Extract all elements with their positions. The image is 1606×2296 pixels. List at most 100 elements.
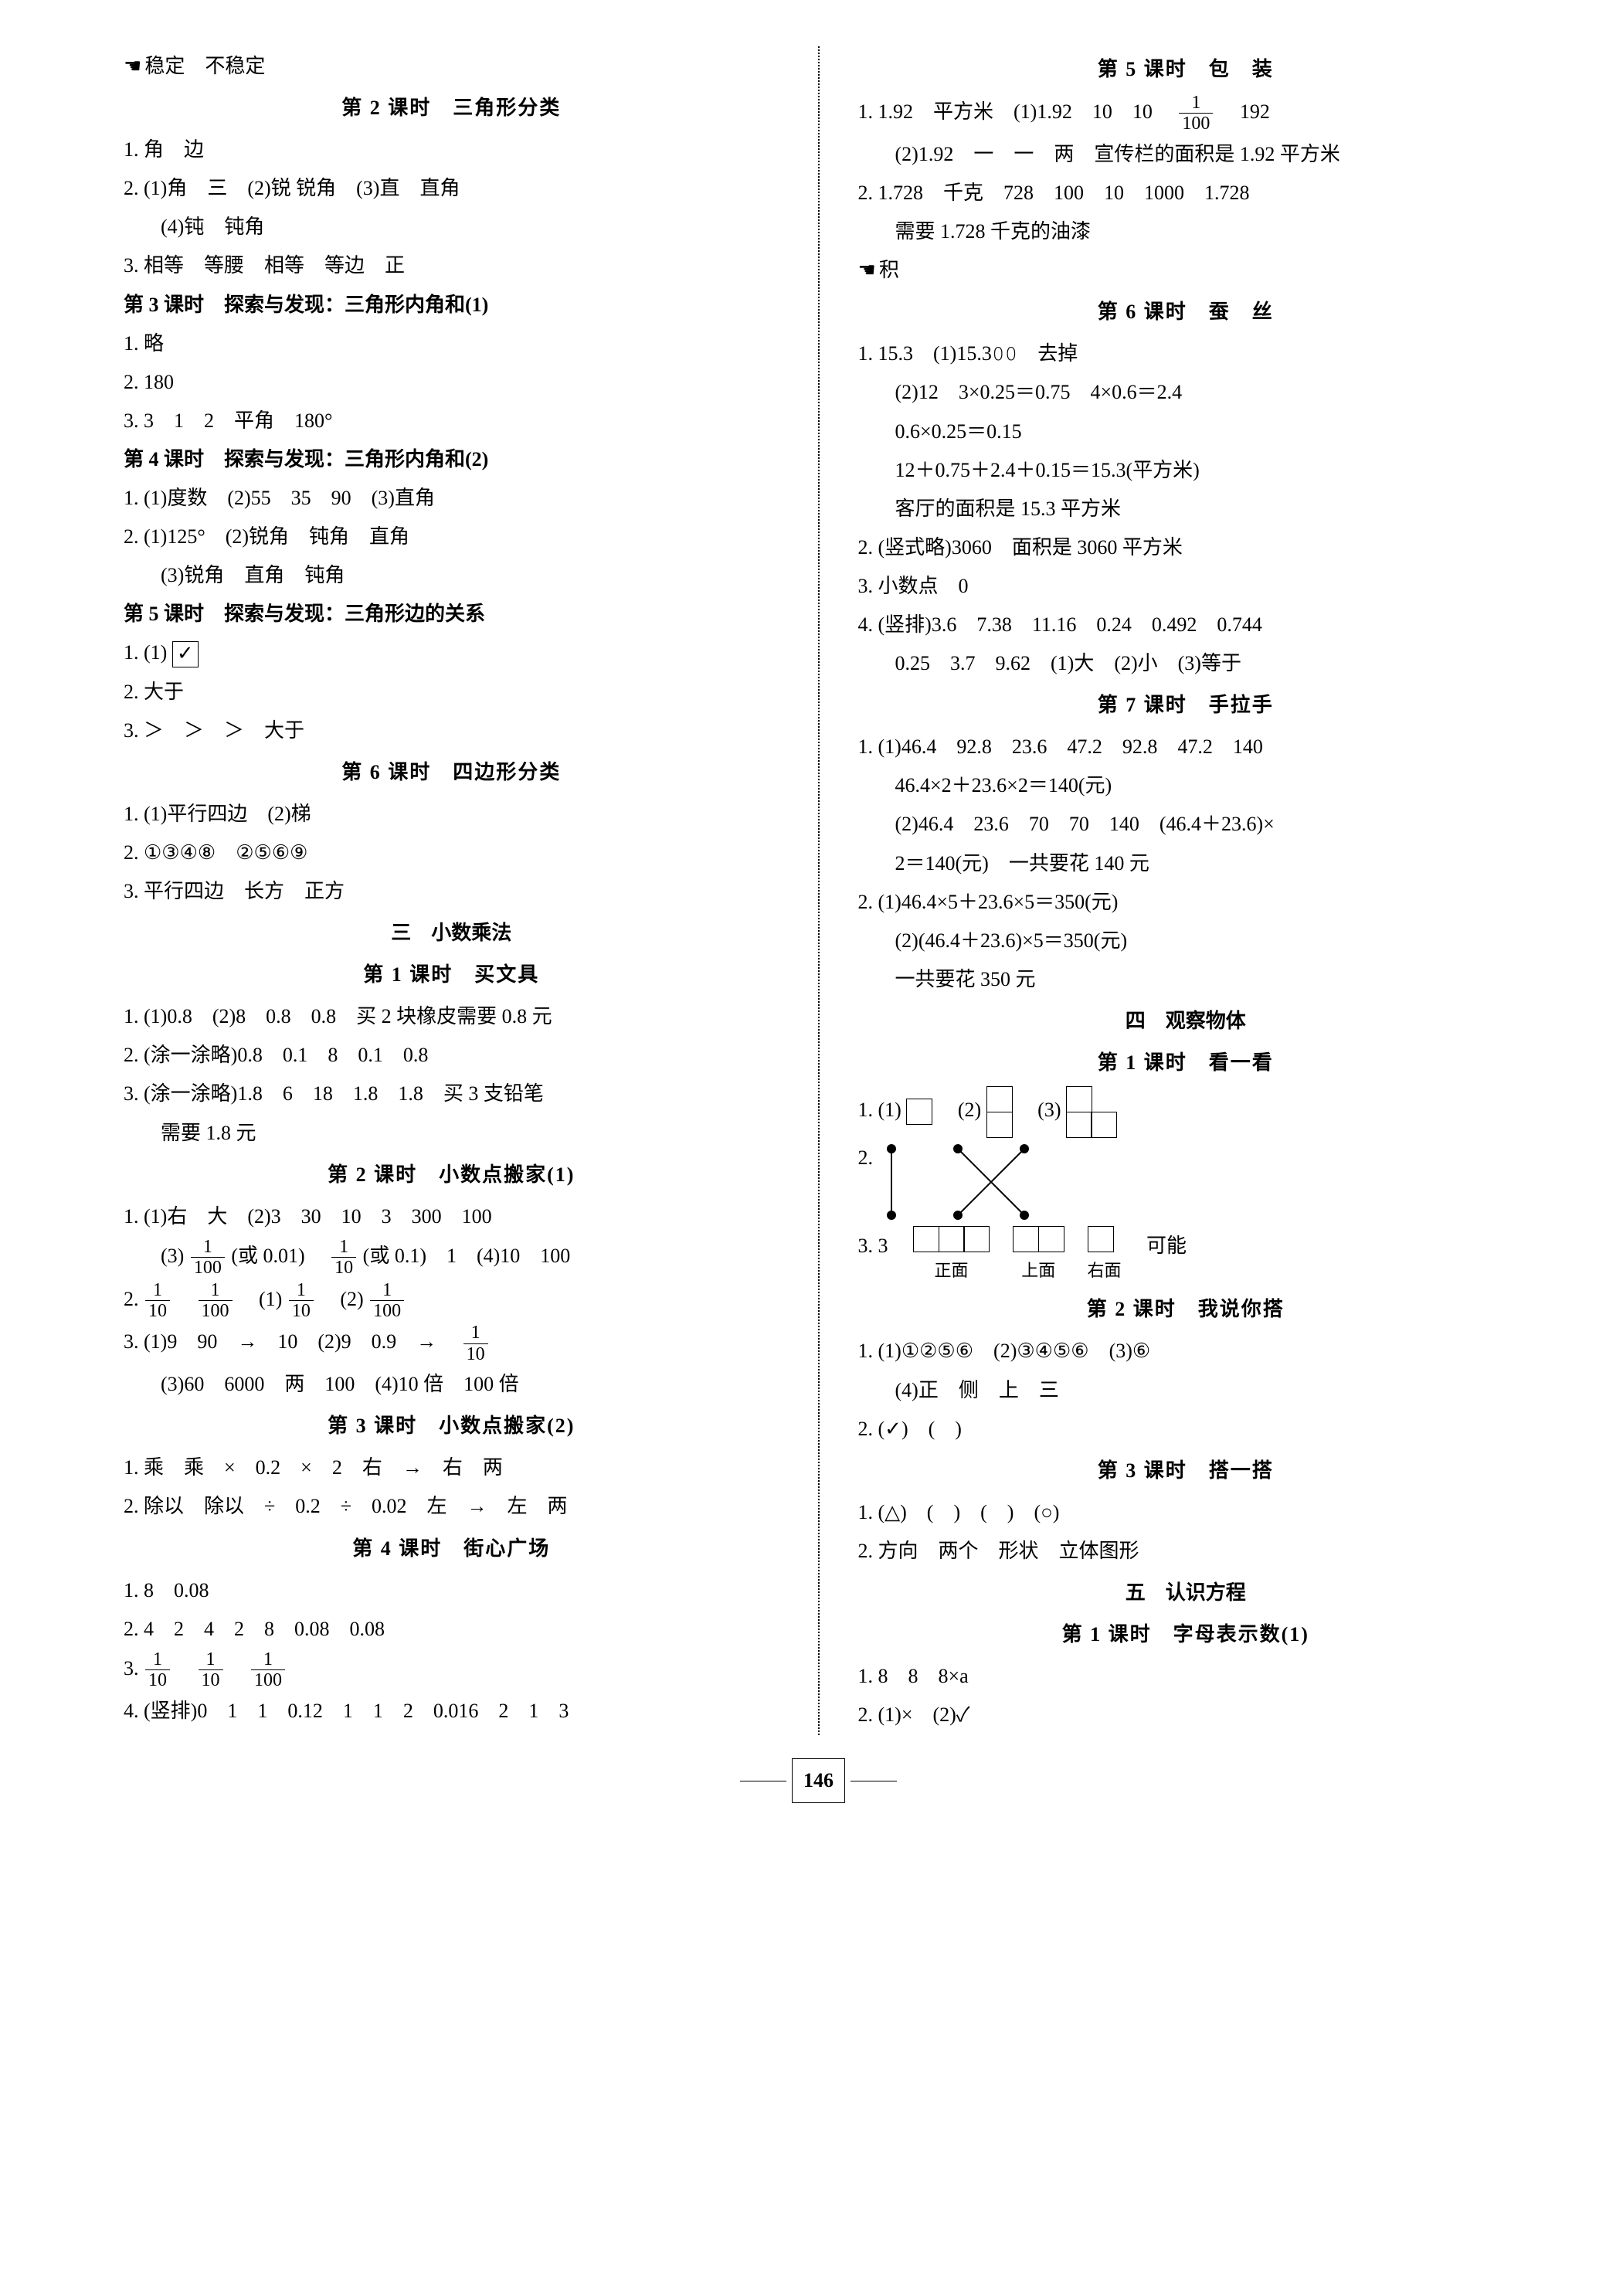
fraction: 110 xyxy=(289,1280,314,1322)
label: 2. xyxy=(124,1287,144,1309)
answer-line: 1. (1) (2) (3) xyxy=(858,1086,1514,1138)
answer-line: 46.4×2＋23.6×2＝140(元) xyxy=(858,767,1514,804)
cross-diagram-icon xyxy=(881,1140,1035,1224)
answer-line: 2. (1)× (2)✓ xyxy=(858,1697,1514,1734)
answer-line: 4. (竖排)0 1 1 0.12 1 1 2 0.016 2 1 3 xyxy=(124,1693,779,1730)
pointer-line: 积 xyxy=(858,252,1514,289)
answer-line: 2. 大于 xyxy=(124,674,779,711)
check-icon: ✓ xyxy=(172,641,199,667)
answer-line: 1. 8 8 8×a xyxy=(858,1658,1514,1695)
fraction: 110 xyxy=(145,1280,170,1322)
label: (3) xyxy=(161,1245,184,1267)
heading: 第 2 课时 小数点搬家(1) xyxy=(124,1156,779,1194)
answer-line: 1. 乘 乘 × 0.2 × 2 右 → 右 两 xyxy=(124,1449,779,1486)
answer-line: 1. (1)平行四边 (2)梯 xyxy=(124,796,779,833)
answer-line: 2. (1)46.4×5＋23.6×5＝350(元) xyxy=(858,884,1514,921)
page-number: 146 xyxy=(124,1758,1513,1803)
left-column: 稳定 不稳定 第 2 课时 三角形分类 1. 角 边 2. (1)角 三 (2)… xyxy=(124,46,779,1735)
answer-line: 3. 小数点 0 xyxy=(858,568,1514,605)
answer-line: 2. (✓) ( ) xyxy=(858,1411,1514,1448)
right-column: 第 5 课时 包 装 1. 1.92 平方米 (1)1.92 10 10 110… xyxy=(858,46,1514,1735)
answer-line: 1. (1)0.8 (2)8 0.8 0.8 买 2 块橡皮需要 0.8 元 xyxy=(124,998,779,1035)
answer-line: 12＋0.75＋2.4＋0.15＝15.3(平方米) xyxy=(858,452,1514,489)
answer-line: 1. 1.92 平方米 (1)1.92 10 10 1100 192 xyxy=(858,93,1514,134)
heading: 第 5 课时 探索与发现：三角形边的关系 xyxy=(124,596,779,633)
label: 2. xyxy=(858,1140,874,1177)
answer-line: 2. 1.728 千克 728 100 10 1000 1.728 xyxy=(858,175,1514,212)
label: (或 0.01) xyxy=(231,1245,324,1267)
answer-line: (2)46.4 23.6 70 70 140 (46.4＋23.6)× xyxy=(858,806,1514,843)
answer-line: 4. (竖排)3.6 7.38 11.16 0.24 0.492 0.744 xyxy=(858,606,1514,644)
answer-line: 3. 相等 等腰 相等 等边 正 xyxy=(124,247,779,284)
answer-line: 3. (1)9 90 → 10 (2)9 0.9 → 110 xyxy=(124,1323,779,1364)
heading: 第 4 课时 街心广场 xyxy=(124,1530,779,1567)
heading: 第 4 课时 探索与发现：三角形内角和(2) xyxy=(124,441,779,478)
shape-3 xyxy=(1066,1086,1118,1138)
shape-2 xyxy=(986,1086,1013,1138)
view-label: 右面 xyxy=(1088,1255,1122,1287)
label: (2) xyxy=(938,1099,981,1121)
heading: 第 2 课时 我说你搭 xyxy=(858,1291,1514,1328)
label: 1. (1) xyxy=(124,641,167,664)
answer-line: 1. (1)度数 (2)55 35 90 (3)直角 xyxy=(124,480,779,517)
answer-line: 需要 1.728 千克的油漆 xyxy=(858,213,1514,250)
unit-title: 三 小数乘法 xyxy=(124,915,779,952)
page-content: 稳定 不稳定 第 2 课时 三角形分类 1. 角 边 2. (1)角 三 (2)… xyxy=(124,46,1513,1735)
heading: 第 1 课时 看一看 xyxy=(858,1044,1514,1082)
label: 1. 8 8 8×a xyxy=(858,1665,969,1687)
fraction: 1100 xyxy=(191,1237,225,1279)
column-divider xyxy=(818,46,820,1735)
pointer-line: 稳定 不稳定 xyxy=(124,48,779,85)
answer-line: 2. 4 2 4 2 8 0.08 0.08 xyxy=(124,1611,779,1648)
answer-line: 1. (1)46.4 92.8 23.6 47.2 92.8 47.2 140 xyxy=(858,729,1514,766)
answer-line: (2)12 3×0.25＝0.75 4×0.6＝2.4 xyxy=(858,374,1514,411)
answer-line: 0.6×0.25＝0.15 xyxy=(858,413,1514,450)
answer-line: 一共要花 350 元 xyxy=(858,961,1514,998)
answer-line: 2＝140(元) 一共要花 140 元 xyxy=(858,845,1514,882)
answer-line: 3. 3 1 2 平角 180° xyxy=(124,402,779,440)
label: 1. 1.92 平方米 (1)1.92 10 10 xyxy=(858,100,1173,123)
answer-line: 客厅的面积是 15.3 平方米 xyxy=(858,491,1514,528)
heading: 第 7 课时 手拉手 xyxy=(858,687,1514,724)
heading: 第 1 课时 字母表示数(1) xyxy=(858,1616,1514,1653)
answer-line: 1. (△) ( ) ( ) (○) xyxy=(858,1494,1514,1531)
answer-line: 3. 110 110 1100 xyxy=(124,1649,779,1691)
label: (1) xyxy=(239,1287,282,1309)
answer-line: (3)锐角 直角 钝角 xyxy=(124,557,779,594)
fraction: 110 xyxy=(199,1649,223,1691)
answer-line: 1. 8 0.08 xyxy=(124,1572,779,1609)
label: (或 0.1) 1 (4)10 100 xyxy=(363,1245,571,1267)
answer-line: 2. (涂一涂略)0.8 0.1 8 0.1 0.8 xyxy=(124,1037,779,1074)
fraction: 1100 xyxy=(1179,93,1213,134)
answer-line: (2)1.92 一 一 两 宣传栏的面积是 1.92 平方米 xyxy=(858,136,1514,173)
label: (3) xyxy=(1017,1099,1061,1121)
answer-line: 3. ＞ ＞ ＞ 大于 xyxy=(124,712,779,749)
answer-line: 3. (涂一涂略)1.8 6 18 1.8 1.8 买 3 支铅笔 xyxy=(124,1075,779,1112)
answer-line: 2. 方向 两个 形状 立体图形 xyxy=(858,1533,1514,1570)
unit-title: 四 观察物体 xyxy=(858,1003,1514,1040)
label: 192 xyxy=(1220,100,1270,123)
answer-line: (4)钝 钝角 xyxy=(124,209,779,246)
answer-line: 2. 180 xyxy=(124,364,779,401)
answer-line: 2. ①③④⑧ ②⑤⑥⑨ xyxy=(124,834,779,871)
view-label: 正面 xyxy=(913,1255,990,1287)
answer-line: 1. (1) ✓ xyxy=(124,634,779,671)
answer-line: 1. (1)①②⑤⑥ (2)③④⑤⑥ (3)⑥ xyxy=(858,1333,1514,1370)
heading: 第 3 课时 探索与发现：三角形内角和(1) xyxy=(124,287,779,324)
answer-line: (2)(46.4＋23.6)×5＝350(元) xyxy=(858,922,1514,959)
label: (2) xyxy=(320,1287,363,1309)
page-number-badge: 146 xyxy=(792,1758,845,1803)
answer-line: 3. 3 正面 上面 右面 可能 xyxy=(858,1226,1514,1287)
label: 可能 xyxy=(1126,1235,1187,1257)
view-label: 上面 xyxy=(1013,1255,1064,1287)
square-icon xyxy=(906,1099,932,1125)
answer-line: (3) 1100 (或 0.01) 110 (或 0.1) 1 (4)10 10… xyxy=(124,1237,779,1279)
answer-line: (3)60 6000 两 100 (4)10 倍 100 倍 xyxy=(124,1366,779,1403)
answer-line: 3. 平行四边 长方 正方 xyxy=(124,873,779,910)
answer-line: (4)正 侧 上 三 xyxy=(858,1372,1514,1409)
label: 3. (1)9 90 → 10 (2)9 0.9 → xyxy=(124,1330,457,1353)
heading: 第 3 课时 搭一搭 xyxy=(858,1452,1514,1489)
fraction: 110 xyxy=(331,1237,356,1279)
answer-line: 2. 除以 除以 ÷ 0.2 ÷ 0.02 左 → 左 两 xyxy=(124,1488,779,1525)
answer-line: 0.25 3.7 9.62 (1)大 (2)小 (3)等于 xyxy=(858,645,1514,682)
